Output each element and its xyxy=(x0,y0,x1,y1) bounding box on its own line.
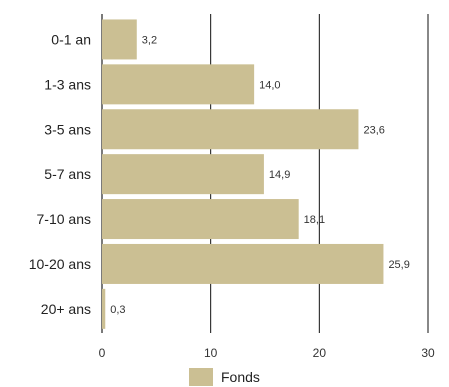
bar xyxy=(102,288,106,329)
category-label: 5-7 ans xyxy=(44,166,91,182)
bar xyxy=(102,64,255,105)
x-tick-label: 0 xyxy=(99,346,106,360)
data-label: 14,0 xyxy=(259,79,280,91)
bar xyxy=(102,109,359,150)
category-label: 10-20 ans xyxy=(29,256,91,272)
value-labels: 3,2 14,0 23,6 14,9 18,1 25,9 0,3 xyxy=(110,34,410,315)
data-label: 0,3 xyxy=(110,304,125,316)
x-axis-ticks: 0 10 20 30 xyxy=(99,346,435,360)
data-label: 3,2 xyxy=(142,34,157,46)
data-label: 18,1 xyxy=(304,214,325,226)
category-label: 3-5 ans xyxy=(44,121,91,137)
legend: Fonds xyxy=(189,368,260,386)
bars xyxy=(102,19,384,329)
category-label: 1-3 ans xyxy=(44,76,91,92)
category-label: 0-1 an xyxy=(51,31,91,47)
x-tick-label: 10 xyxy=(204,346,218,360)
bar xyxy=(102,243,384,284)
data-label: 25,9 xyxy=(388,259,409,271)
category-label: 20+ ans xyxy=(41,301,91,317)
x-tick-label: 30 xyxy=(421,346,435,360)
bar xyxy=(102,19,137,60)
legend-swatch xyxy=(189,368,213,386)
legend-label: Fonds xyxy=(221,369,260,385)
category-label: 7-10 ans xyxy=(37,211,91,227)
x-tick-label: 20 xyxy=(313,346,327,360)
data-label: 23,6 xyxy=(363,124,384,136)
bar xyxy=(102,199,299,240)
bar xyxy=(102,154,264,195)
data-label: 14,9 xyxy=(269,169,290,181)
category-labels: 0-1 an 1-3 ans 3-5 ans 5-7 ans 7-10 ans 10-20… xyxy=(29,31,91,316)
